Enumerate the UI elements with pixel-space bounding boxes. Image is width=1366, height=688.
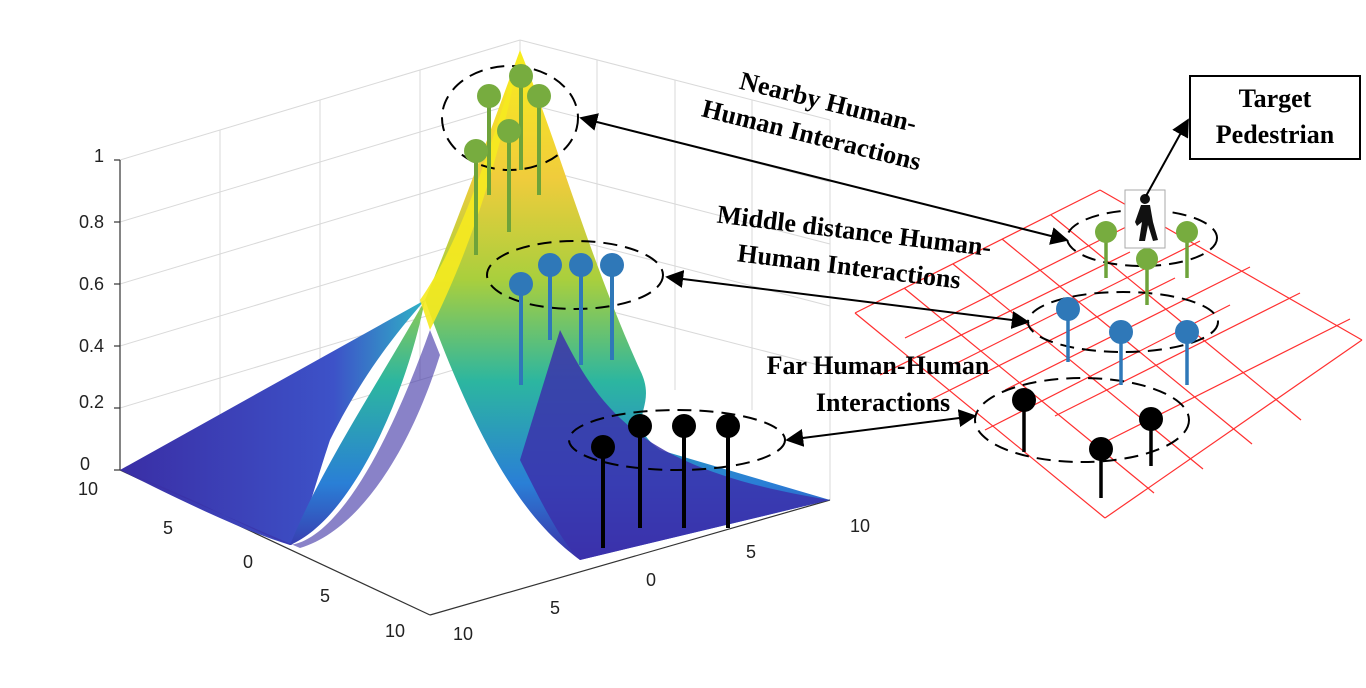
target-label-line2: Pedestrian [1216,120,1335,149]
middle-label: Middle distance Human- Human Interaction… [715,200,992,295]
far-label-line2: Interactions [816,388,950,417]
middle-arrow [665,270,1030,329]
gaussian-surface [120,50,830,560]
target-label-line1: Target [1239,84,1312,113]
y-tick-label: 0 [646,570,656,590]
middle-group-ellipse [486,240,664,310]
z-tick-label: 0.6 [79,274,104,294]
x-tick-label: 10 [78,479,98,499]
target-arrow [1145,118,1189,197]
x-tick-label: 5 [320,586,330,606]
z-tick-label: 0.8 [79,212,104,232]
far-arrow [785,409,977,447]
target-pedestrian-box: Target Pedestrian [1189,75,1361,160]
near-arrow [579,113,1069,245]
far-pins [591,414,740,548]
grid-middle-pins [1056,297,1199,385]
x-tick-label: 0 [243,552,253,572]
z-tick-label: 0.2 [79,392,104,412]
x-tick-label: 10 [385,621,405,641]
far-label-line1: Far Human-Human [767,351,990,380]
grid-far-pins [1012,388,1163,498]
z-tick-label: 0.4 [79,336,104,356]
middle-pins [509,253,624,385]
y-tick-label: 5 [746,542,756,562]
z-tick-marks [114,159,120,471]
near-pins [464,64,551,255]
y-tick-label: 5 [550,598,560,618]
y-tick-label: 10 [453,624,473,644]
far-group-ellipse [568,409,786,471]
arrows [579,113,1189,447]
nearby-label: Nearby Human- Human Interactions [699,66,924,176]
pedestrian-icon [1124,189,1166,249]
grid-near-pins [1095,221,1198,305]
z-tick-label: 1 [94,146,104,166]
y-tick-label: 10 [850,516,870,536]
x-tick-label: 5 [163,518,173,538]
far-label: Far Human-Human Interactions [767,351,990,417]
z-tick-label: 0 [80,454,90,474]
